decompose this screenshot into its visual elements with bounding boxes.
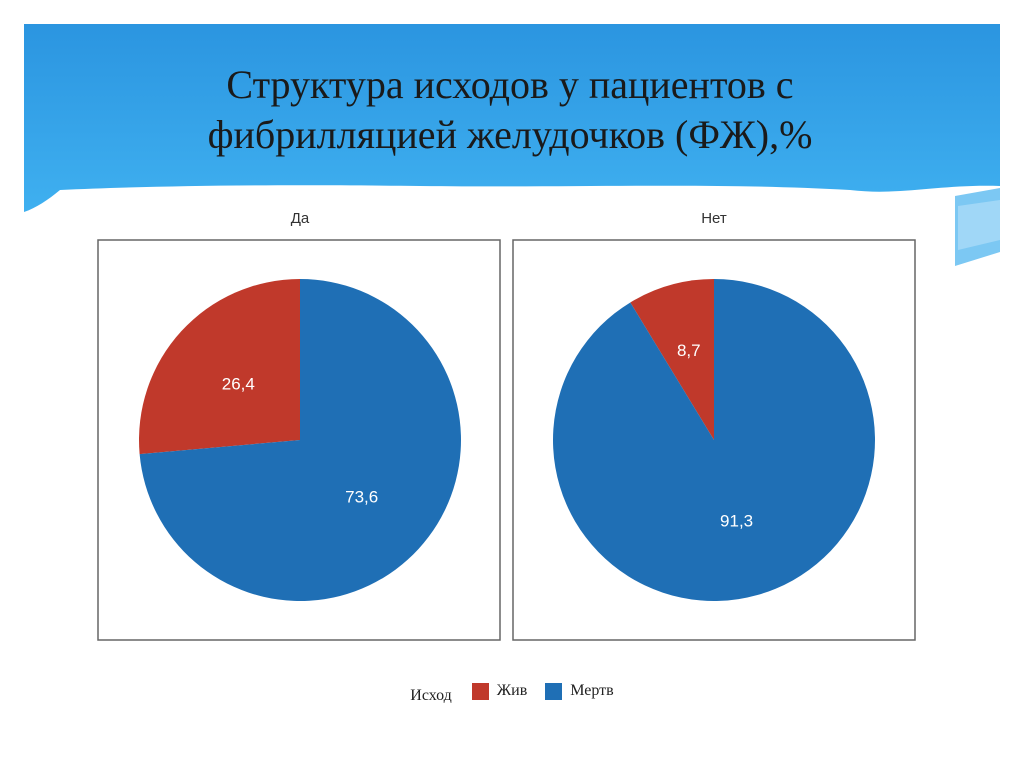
pie-slice-net-dead xyxy=(552,279,875,602)
legend-item-alive: Жив xyxy=(471,682,528,700)
pie-slice-net-alive xyxy=(630,279,714,440)
facet-label-da: Да xyxy=(290,210,310,227)
pie-slice-da-dead xyxy=(139,279,461,601)
data-label-da-alive: 26,4 xyxy=(222,375,255,394)
data-label-net-dead: 91,3 xyxy=(720,512,753,531)
slide-title: Структура исходов у пациентов с фибрилля… xyxy=(60,60,960,160)
pie-slice-da-alive xyxy=(138,279,300,455)
legend-swatch-alive xyxy=(471,682,489,700)
legend-label-dead: Мертв xyxy=(570,682,614,699)
data-label-da-dead: 73,6 xyxy=(345,488,378,507)
facet-label-net: Нет xyxy=(701,210,727,227)
legend-label-alive: Жив xyxy=(496,682,528,699)
data-label-net-alive: 8,7 xyxy=(677,341,701,360)
legend-item-dead: Мертв xyxy=(545,682,614,700)
slide-title-line-2: фибрилляцией желудочков (ФЖ),% xyxy=(207,112,813,157)
legend-title: Исход xyxy=(410,686,452,704)
legend: Исход Жив Мертв xyxy=(0,682,1024,705)
legend-swatch-dead xyxy=(545,682,563,700)
slide-title-line-1: Структура исходов у пациентов с xyxy=(226,62,794,107)
title-banner xyxy=(24,24,1000,266)
